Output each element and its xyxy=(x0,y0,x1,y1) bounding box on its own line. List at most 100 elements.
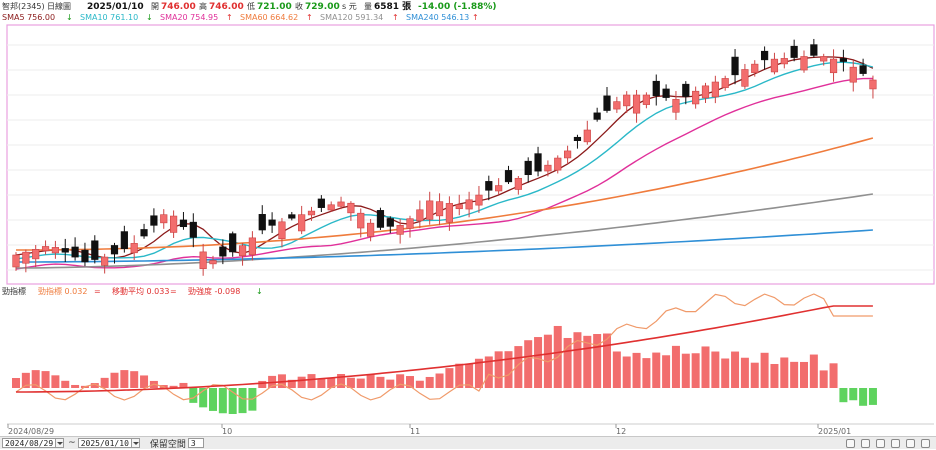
candle[interactable] xyxy=(445,196,454,231)
histogram-bar[interactable] xyxy=(809,354,818,388)
candle[interactable] xyxy=(760,46,769,70)
candle-body[interactable] xyxy=(170,215,178,233)
candle-body[interactable] xyxy=(268,219,276,226)
candle-body[interactable] xyxy=(288,214,296,219)
reset-view-icon[interactable] xyxy=(906,438,915,448)
histogram-bar[interactable] xyxy=(455,363,464,388)
histogram-bar[interactable] xyxy=(868,388,877,405)
candle-body[interactable] xyxy=(455,204,463,210)
candle[interactable] xyxy=(849,60,857,92)
histogram-bar[interactable] xyxy=(593,334,602,388)
histogram-bar[interactable] xyxy=(770,363,779,388)
candle-body[interactable] xyxy=(780,58,788,65)
candle-body[interactable] xyxy=(189,221,197,238)
candle[interactable] xyxy=(810,38,818,58)
indicator-histogram[interactable] xyxy=(12,325,877,414)
candle[interactable] xyxy=(347,201,355,221)
histogram-bar[interactable] xyxy=(819,370,828,388)
candle-body[interactable] xyxy=(160,214,168,224)
candle-body[interactable] xyxy=(357,212,365,229)
histogram-bar[interactable] xyxy=(130,371,139,388)
candle-body[interactable] xyxy=(91,240,99,260)
candle[interactable] xyxy=(317,195,325,213)
candle[interactable] xyxy=(435,193,444,226)
candle-body[interactable] xyxy=(229,233,237,253)
candle[interactable] xyxy=(91,235,99,264)
candle[interactable] xyxy=(485,175,493,201)
candle[interactable] xyxy=(170,210,178,238)
candle[interactable] xyxy=(504,165,513,185)
candle[interactable] xyxy=(81,242,89,267)
candle[interactable] xyxy=(613,96,621,113)
histogram-bar[interactable] xyxy=(376,376,385,388)
histogram-bar[interactable] xyxy=(228,388,237,414)
histogram-bar[interactable] xyxy=(317,378,326,388)
histogram-bar[interactable] xyxy=(603,333,611,388)
candle-body[interactable] xyxy=(110,245,119,255)
candle-body[interactable] xyxy=(593,112,601,120)
candle[interactable] xyxy=(248,231,257,261)
candle[interactable] xyxy=(307,206,316,221)
candle[interactable] xyxy=(337,196,345,210)
histogram-bar[interactable] xyxy=(691,353,700,388)
candle[interactable] xyxy=(327,201,335,212)
candle[interactable] xyxy=(662,84,670,101)
histogram-bar[interactable] xyxy=(859,388,868,406)
histogram-bar[interactable] xyxy=(484,356,493,388)
candle[interactable] xyxy=(672,91,680,120)
histogram-bar[interactable] xyxy=(849,388,858,401)
candle-body[interactable] xyxy=(613,101,621,110)
candle-body[interactable] xyxy=(445,203,454,223)
candle[interactable] xyxy=(800,50,808,73)
zoom-in-icon[interactable] xyxy=(846,438,855,448)
candle[interactable] xyxy=(22,249,30,273)
candle[interactable] xyxy=(623,91,631,113)
histogram-bar[interactable] xyxy=(790,361,799,388)
histogram-bar[interactable] xyxy=(612,351,621,388)
histogram-bar[interactable] xyxy=(465,363,474,388)
candle[interactable] xyxy=(179,211,188,230)
candle[interactable] xyxy=(150,208,158,233)
candle-body[interactable] xyxy=(672,99,680,113)
candle-body[interactable] xyxy=(652,80,660,97)
histogram-bar[interactable] xyxy=(140,375,149,388)
candle-body[interactable] xyxy=(298,214,306,232)
candle-body[interactable] xyxy=(603,95,611,111)
histogram-bar[interactable] xyxy=(307,374,316,388)
candle[interactable] xyxy=(711,75,719,104)
candle-body[interactable] xyxy=(475,194,483,206)
histogram-bar[interactable] xyxy=(327,377,336,388)
candle[interactable] xyxy=(642,92,650,109)
candle-body[interactable] xyxy=(682,83,690,97)
candle-body[interactable] xyxy=(101,256,109,266)
candle[interactable] xyxy=(298,205,306,235)
candle-body[interactable] xyxy=(760,50,769,61)
histogram-bar[interactable] xyxy=(494,351,503,388)
candle-body[interactable] xyxy=(416,209,424,222)
histogram-bar[interactable] xyxy=(474,358,483,388)
candle-body[interactable] xyxy=(238,245,247,257)
histogram-bar[interactable] xyxy=(31,370,40,388)
histogram-bar[interactable] xyxy=(760,352,769,388)
candle[interactable] xyxy=(583,120,591,145)
candle[interactable] xyxy=(495,178,503,195)
candle-body[interactable] xyxy=(563,150,572,159)
end-date-field[interactable]: 2025/01/10 xyxy=(77,438,132,448)
histogram-bar[interactable] xyxy=(583,335,592,388)
start-date-dropdown-icon[interactable] xyxy=(56,438,65,448)
candle-body[interactable] xyxy=(199,251,207,269)
candle-body[interactable] xyxy=(790,45,798,58)
histogram-bar[interactable] xyxy=(51,375,60,388)
histogram-bar[interactable] xyxy=(179,382,188,388)
histogram-bar[interactable] xyxy=(199,388,208,408)
settings-icon[interactable] xyxy=(921,438,930,448)
candle-body[interactable] xyxy=(810,44,818,56)
candle[interactable] xyxy=(455,194,463,216)
candle[interactable] xyxy=(593,107,601,122)
histogram-bar[interactable] xyxy=(169,385,178,388)
candle-body[interactable] xyxy=(701,85,710,99)
histogram-bar[interactable] xyxy=(90,383,99,388)
candle-body[interactable] xyxy=(258,214,266,231)
histogram-bar[interactable] xyxy=(297,376,306,388)
candle[interactable] xyxy=(160,209,168,229)
